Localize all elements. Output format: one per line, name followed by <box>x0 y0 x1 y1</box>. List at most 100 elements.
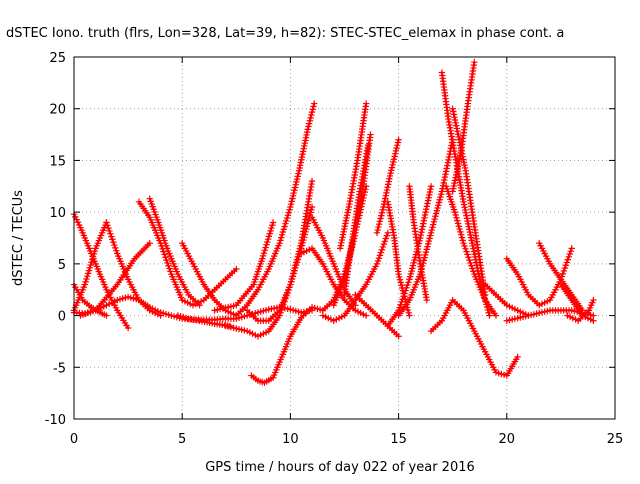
y-tick-label: -5 <box>53 361 66 376</box>
data-series-7 <box>146 195 203 309</box>
data-point <box>262 244 269 251</box>
data-point <box>91 247 99 255</box>
y-axis-label: dSTEC / TECUs <box>11 190 26 286</box>
data-point <box>103 312 110 319</box>
data-point <box>427 185 434 193</box>
data-point <box>298 242 306 249</box>
data-point <box>109 236 116 243</box>
data-series-40 <box>564 296 597 324</box>
data-point <box>433 207 441 214</box>
x-tick-label: 15 <box>390 432 407 447</box>
data-point <box>396 276 404 283</box>
data-point <box>468 262 475 269</box>
data-point <box>560 267 568 275</box>
data-point <box>419 262 426 270</box>
data-point <box>260 249 268 257</box>
data-point <box>437 193 444 201</box>
data-point <box>291 187 298 194</box>
data-point <box>406 276 413 283</box>
data-point <box>421 254 428 261</box>
data-point <box>269 222 276 229</box>
data-point <box>278 231 286 239</box>
data-point <box>265 233 273 240</box>
data-point <box>434 204 441 212</box>
data-point <box>429 224 436 231</box>
data-point <box>388 164 396 171</box>
data-series-11 <box>174 312 234 330</box>
data-point <box>426 235 433 242</box>
data-point <box>259 255 266 262</box>
data-point <box>568 245 575 252</box>
data-series-6 <box>77 239 153 319</box>
data-series-33 <box>449 58 478 195</box>
data-point <box>375 255 383 262</box>
data-point <box>111 241 118 249</box>
data-point <box>402 287 409 294</box>
data-point <box>424 197 432 204</box>
data-point <box>430 218 438 225</box>
data-point <box>462 245 469 253</box>
data-point <box>305 123 312 130</box>
data-point <box>471 58 478 66</box>
data-point <box>378 212 385 219</box>
data-point <box>418 265 425 272</box>
series-line <box>430 299 519 377</box>
data-point <box>423 296 430 304</box>
data-point <box>567 247 574 255</box>
data-point <box>302 228 309 235</box>
data-point <box>425 237 433 245</box>
data-point <box>461 242 468 250</box>
data-point <box>284 212 292 219</box>
data-point <box>158 242 165 250</box>
data-point <box>164 259 171 267</box>
grid-layer <box>74 57 615 419</box>
data-point <box>420 220 427 227</box>
data-point <box>465 254 472 261</box>
data-point <box>394 142 401 149</box>
data-point <box>311 100 318 107</box>
data-point <box>105 224 112 232</box>
data-point <box>367 131 374 138</box>
data-series-34 <box>443 183 500 319</box>
data-series-28 <box>406 183 430 304</box>
data-point <box>287 200 295 208</box>
data-point <box>263 241 270 248</box>
data-point <box>457 231 465 238</box>
data-point <box>301 231 309 238</box>
data-point <box>112 244 119 252</box>
data-point <box>292 181 299 188</box>
data-point <box>410 259 417 267</box>
data-point <box>460 239 467 247</box>
data-point <box>390 158 397 166</box>
data-series-23 <box>319 229 391 324</box>
data-point <box>378 209 386 216</box>
data-point <box>264 238 271 246</box>
data-point <box>563 259 571 266</box>
x-tick-label: 20 <box>499 432 516 447</box>
data-point <box>294 173 301 180</box>
data-point <box>103 219 110 226</box>
data-point <box>386 172 394 180</box>
data-point <box>379 243 387 251</box>
data-point <box>381 238 389 245</box>
data-point <box>395 271 402 278</box>
data-point <box>88 259 95 266</box>
data-point <box>390 156 398 163</box>
y-tick-label: -10 <box>45 413 66 428</box>
data-point <box>307 114 314 122</box>
series-line <box>235 102 316 317</box>
data-point <box>396 273 403 281</box>
data-series-15 <box>211 219 277 314</box>
data-point <box>467 259 474 267</box>
data-point <box>442 171 449 178</box>
data-point <box>83 275 90 283</box>
data-point <box>287 203 294 211</box>
data-point <box>464 251 471 258</box>
data-point <box>108 233 115 240</box>
data-point <box>443 165 450 172</box>
data-point <box>289 272 297 280</box>
data-point <box>84 272 91 280</box>
data-point <box>308 108 316 116</box>
data-point <box>486 312 493 319</box>
data-series-36 <box>503 245 575 309</box>
